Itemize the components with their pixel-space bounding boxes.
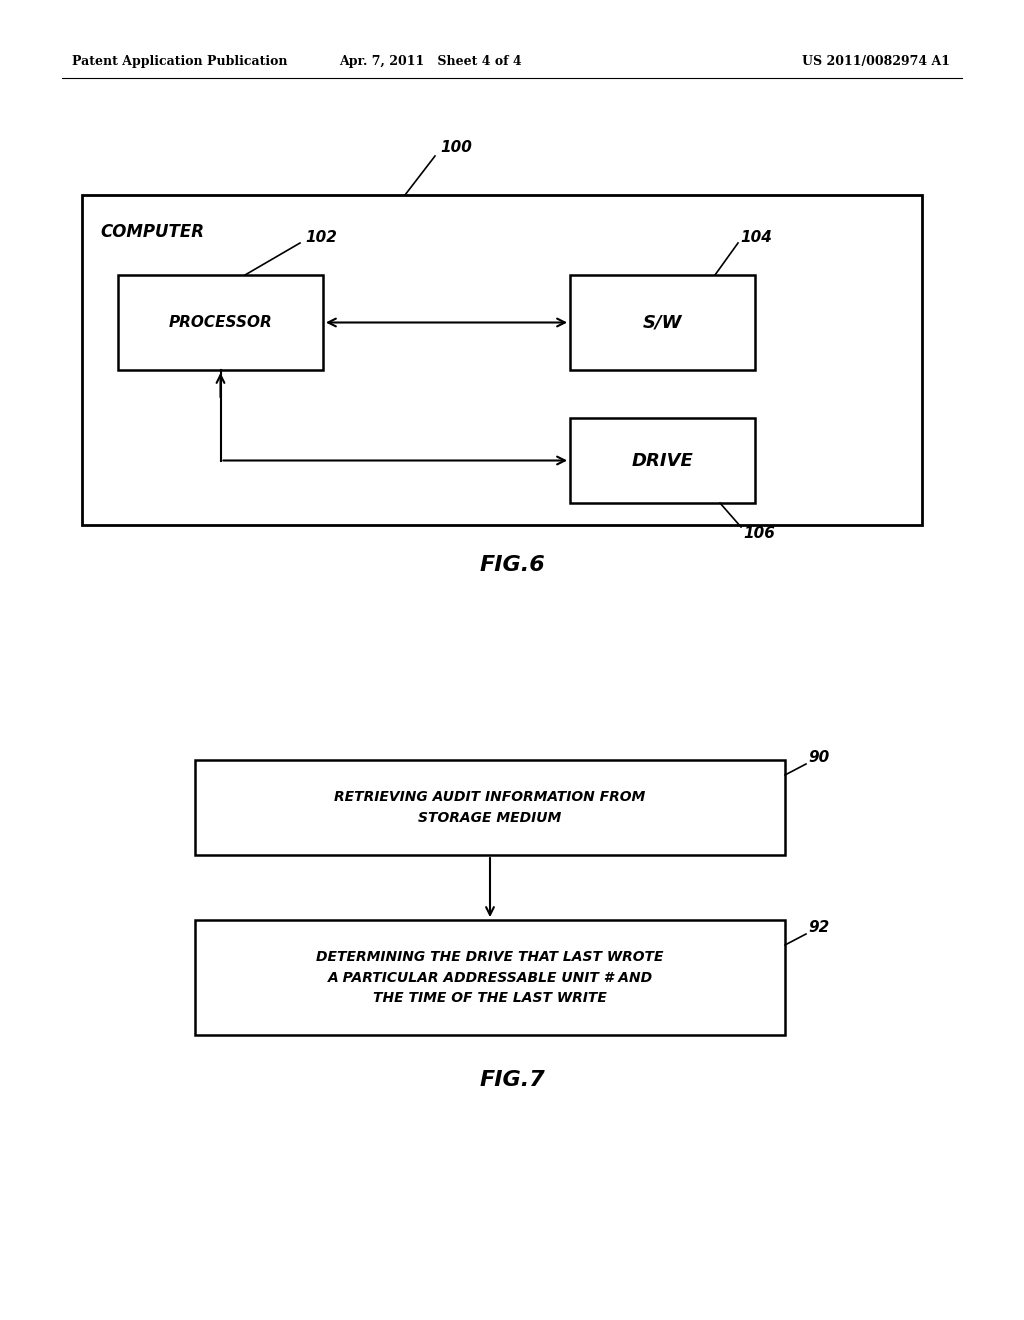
- Text: 90: 90: [808, 751, 829, 766]
- Text: 100: 100: [440, 140, 472, 156]
- Text: DETERMINING THE DRIVE THAT LAST WROTE
A PARTICULAR ADDRESSABLE UNIT # AND
THE TI: DETERMINING THE DRIVE THAT LAST WROTE A …: [316, 950, 664, 1005]
- Text: PROCESSOR: PROCESSOR: [169, 315, 272, 330]
- Text: S/W: S/W: [643, 314, 682, 331]
- Text: 92: 92: [808, 920, 829, 936]
- Bar: [195, 760, 785, 855]
- Text: 106: 106: [743, 525, 775, 540]
- Bar: [118, 275, 323, 370]
- Text: RETRIEVING AUDIT INFORMATION FROM
STORAGE MEDIUM: RETRIEVING AUDIT INFORMATION FROM STORAG…: [335, 791, 645, 825]
- Bar: [570, 418, 755, 503]
- Text: COMPUTER: COMPUTER: [100, 223, 204, 242]
- Bar: [195, 920, 785, 1035]
- Bar: [82, 195, 922, 525]
- Text: 102: 102: [305, 230, 337, 244]
- Text: FIG.7: FIG.7: [479, 1071, 545, 1090]
- Text: FIG.6: FIG.6: [479, 554, 545, 576]
- Text: 104: 104: [740, 230, 772, 244]
- Text: Patent Application Publication: Patent Application Publication: [72, 55, 288, 69]
- Text: US 2011/0082974 A1: US 2011/0082974 A1: [802, 55, 950, 69]
- Bar: [570, 275, 755, 370]
- Text: Apr. 7, 2011   Sheet 4 of 4: Apr. 7, 2011 Sheet 4 of 4: [339, 55, 521, 69]
- Text: DRIVE: DRIVE: [632, 451, 693, 470]
